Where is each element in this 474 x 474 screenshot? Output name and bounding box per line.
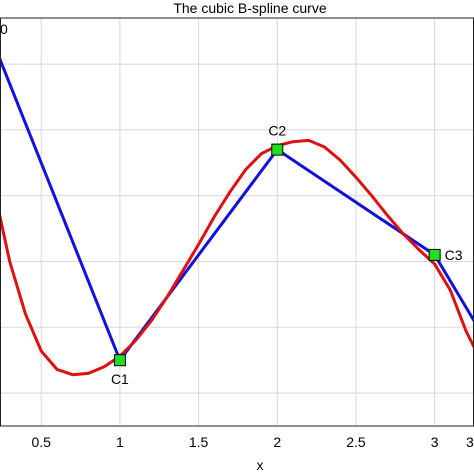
x-tick-label-partial: 3	[466, 434, 474, 450]
chart-title: The cubic B-spline curve	[173, 0, 327, 16]
x-tick-label: 1	[116, 434, 124, 450]
control-point-c2-marker	[271, 143, 284, 156]
control-point-c3-label: C3	[445, 247, 463, 263]
x-tick-labels: 0.5 1 1.5 2 2.5 3	[31, 434, 438, 450]
x-tick-label: 2.5	[346, 434, 366, 450]
x-tick-label: 3	[431, 434, 439, 450]
control-point-c2-label: C2	[268, 123, 286, 139]
x-tick-label: 2	[273, 434, 281, 450]
x-tick-label: 0.5	[31, 434, 51, 450]
control-point-c1-marker	[113, 354, 126, 367]
control-point-c1-label: C1	[111, 371, 129, 387]
control-point-c3-marker	[428, 248, 441, 261]
x-tick-label: 1.5	[189, 434, 209, 450]
x-axis-label: x	[257, 457, 264, 473]
spline-line	[0, 138, 474, 377]
y-tick-label-partial: 0	[0, 21, 8, 37]
